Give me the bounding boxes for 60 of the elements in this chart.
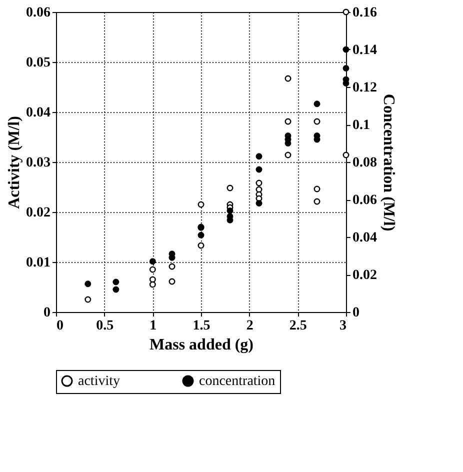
y2-tick-label: 0.1 — [352, 118, 370, 133]
point — [226, 184, 234, 192]
y2-tick-label: 0 — [352, 306, 360, 320]
y2-tick-label: 0.16 — [352, 6, 377, 20]
point — [314, 118, 320, 125]
x-tick-label: 2 — [246, 318, 254, 334]
point — [198, 232, 204, 238]
point — [168, 278, 176, 285]
point — [342, 46, 350, 53]
legend-label: activity — [78, 374, 120, 389]
x-tick-label: 1.5 — [192, 318, 210, 334]
point — [256, 180, 262, 186]
y2-tick-label: 0.14 — [352, 43, 377, 58]
point — [84, 280, 92, 288]
point — [84, 296, 92, 303]
point — [342, 8, 350, 16]
point — [149, 281, 156, 288]
y2-tick-label: 0.06 — [352, 193, 377, 208]
point — [198, 242, 204, 249]
point — [149, 266, 156, 273]
y-tick-label: 0.06 — [26, 6, 50, 20]
y2-tick-label: 0.04 — [352, 230, 377, 246]
point — [342, 80, 350, 86]
y-tick-label: 0.02 — [26, 206, 50, 220]
y2-tick-label: 0.02 — [352, 268, 377, 283]
y2-tick-label: 0.08 — [352, 156, 377, 170]
x-tick-label: 0 — [56, 318, 64, 334]
y-axis-title: Activity (M/l) — [6, 116, 23, 209]
y2-tick-label: 0.12 — [352, 80, 377, 96]
point — [342, 65, 350, 72]
point — [256, 166, 262, 173]
point — [149, 258, 156, 265]
point — [256, 200, 262, 206]
point — [314, 100, 320, 108]
point — [284, 118, 292, 125]
x-tick-label: 1 — [150, 318, 157, 334]
point — [112, 286, 120, 293]
x-tick-label: 3 — [340, 318, 346, 334]
point — [284, 140, 292, 146]
y-tick-label: 0 — [44, 306, 50, 320]
point — [168, 263, 176, 270]
y-tick-label: 0.01 — [26, 256, 50, 270]
point — [112, 278, 120, 286]
point — [198, 201, 204, 208]
y2-axis-title: Concentration (M/l) — [380, 94, 397, 232]
point — [226, 208, 234, 214]
x-tick-label: 2.5 — [289, 318, 307, 334]
x-tick-label: 0.5 — [96, 318, 114, 334]
point — [342, 152, 350, 158]
y-tick-label: 0.03 — [26, 156, 50, 170]
y-tick-label: 0.05 — [26, 56, 50, 70]
point — [284, 152, 292, 158]
x-axis-title: Mass added (g) — [149, 336, 254, 354]
point — [256, 153, 262, 160]
point — [149, 276, 156, 283]
point — [314, 186, 320, 192]
legend-label: concentration — [199, 374, 276, 389]
point — [314, 198, 320, 205]
y-tick-label: 0.04 — [26, 106, 50, 120]
point — [284, 75, 292, 82]
